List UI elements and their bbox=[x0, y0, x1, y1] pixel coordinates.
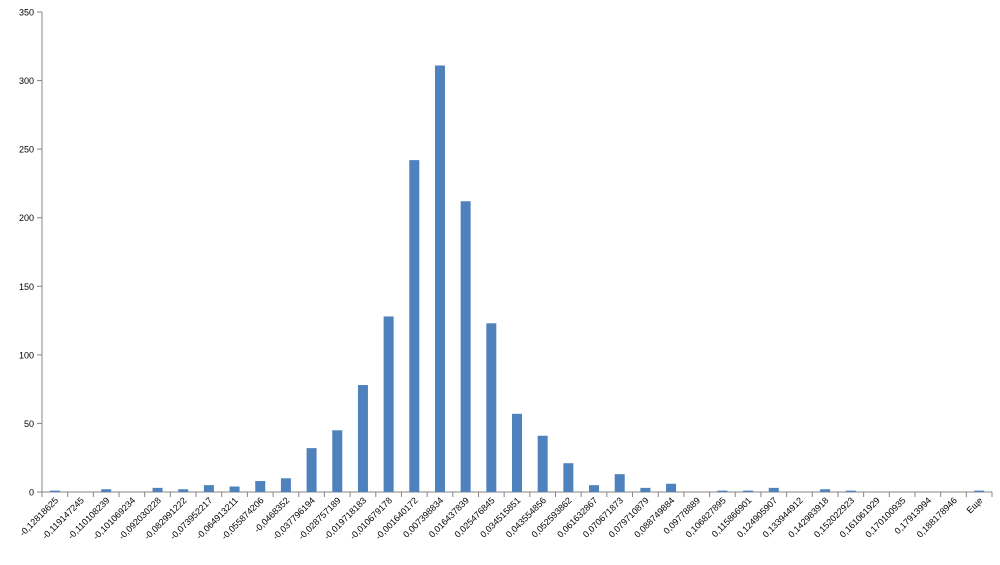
bar bbox=[434, 65, 445, 492]
y-tick-label: 200 bbox=[19, 213, 34, 223]
bar bbox=[845, 490, 856, 492]
bar bbox=[152, 487, 163, 492]
bar bbox=[383, 316, 394, 492]
bar bbox=[357, 385, 368, 492]
bar bbox=[717, 490, 728, 492]
y-tick-label: 50 bbox=[24, 419, 34, 429]
y-tick-label: 0 bbox=[29, 488, 34, 498]
y-tick-label: 150 bbox=[19, 282, 34, 292]
bar bbox=[614, 474, 625, 492]
y-tick-label: 100 bbox=[19, 350, 34, 360]
bar bbox=[460, 201, 471, 492]
bar bbox=[203, 485, 214, 492]
bar bbox=[768, 487, 779, 492]
bar bbox=[409, 160, 420, 492]
bar bbox=[974, 490, 985, 492]
bar bbox=[666, 483, 677, 492]
bar bbox=[537, 435, 548, 492]
bar bbox=[178, 489, 189, 492]
bars bbox=[49, 65, 985, 492]
bar bbox=[49, 490, 60, 492]
bar bbox=[306, 448, 317, 492]
bar bbox=[255, 481, 266, 492]
bar bbox=[589, 485, 600, 492]
y-tick-label: 250 bbox=[19, 145, 34, 155]
y-tick-label: 300 bbox=[19, 76, 34, 86]
bar bbox=[512, 413, 522, 492]
bar bbox=[640, 487, 651, 492]
bar bbox=[332, 430, 343, 492]
bar bbox=[486, 323, 497, 492]
y-tick-label: 350 bbox=[19, 8, 34, 18]
y-axis: 0 50 100 150 200 250 300 350 bbox=[19, 8, 43, 498]
bar bbox=[280, 478, 291, 492]
bar bbox=[229, 486, 240, 492]
bar bbox=[101, 489, 112, 492]
x-axis: -0,12818625-0,119147245-0,110108239-0,10… bbox=[17, 491, 993, 542]
x-tick-label: Еще bbox=[965, 495, 985, 515]
bar bbox=[743, 490, 754, 492]
bar bbox=[563, 463, 574, 492]
bar bbox=[820, 489, 831, 492]
